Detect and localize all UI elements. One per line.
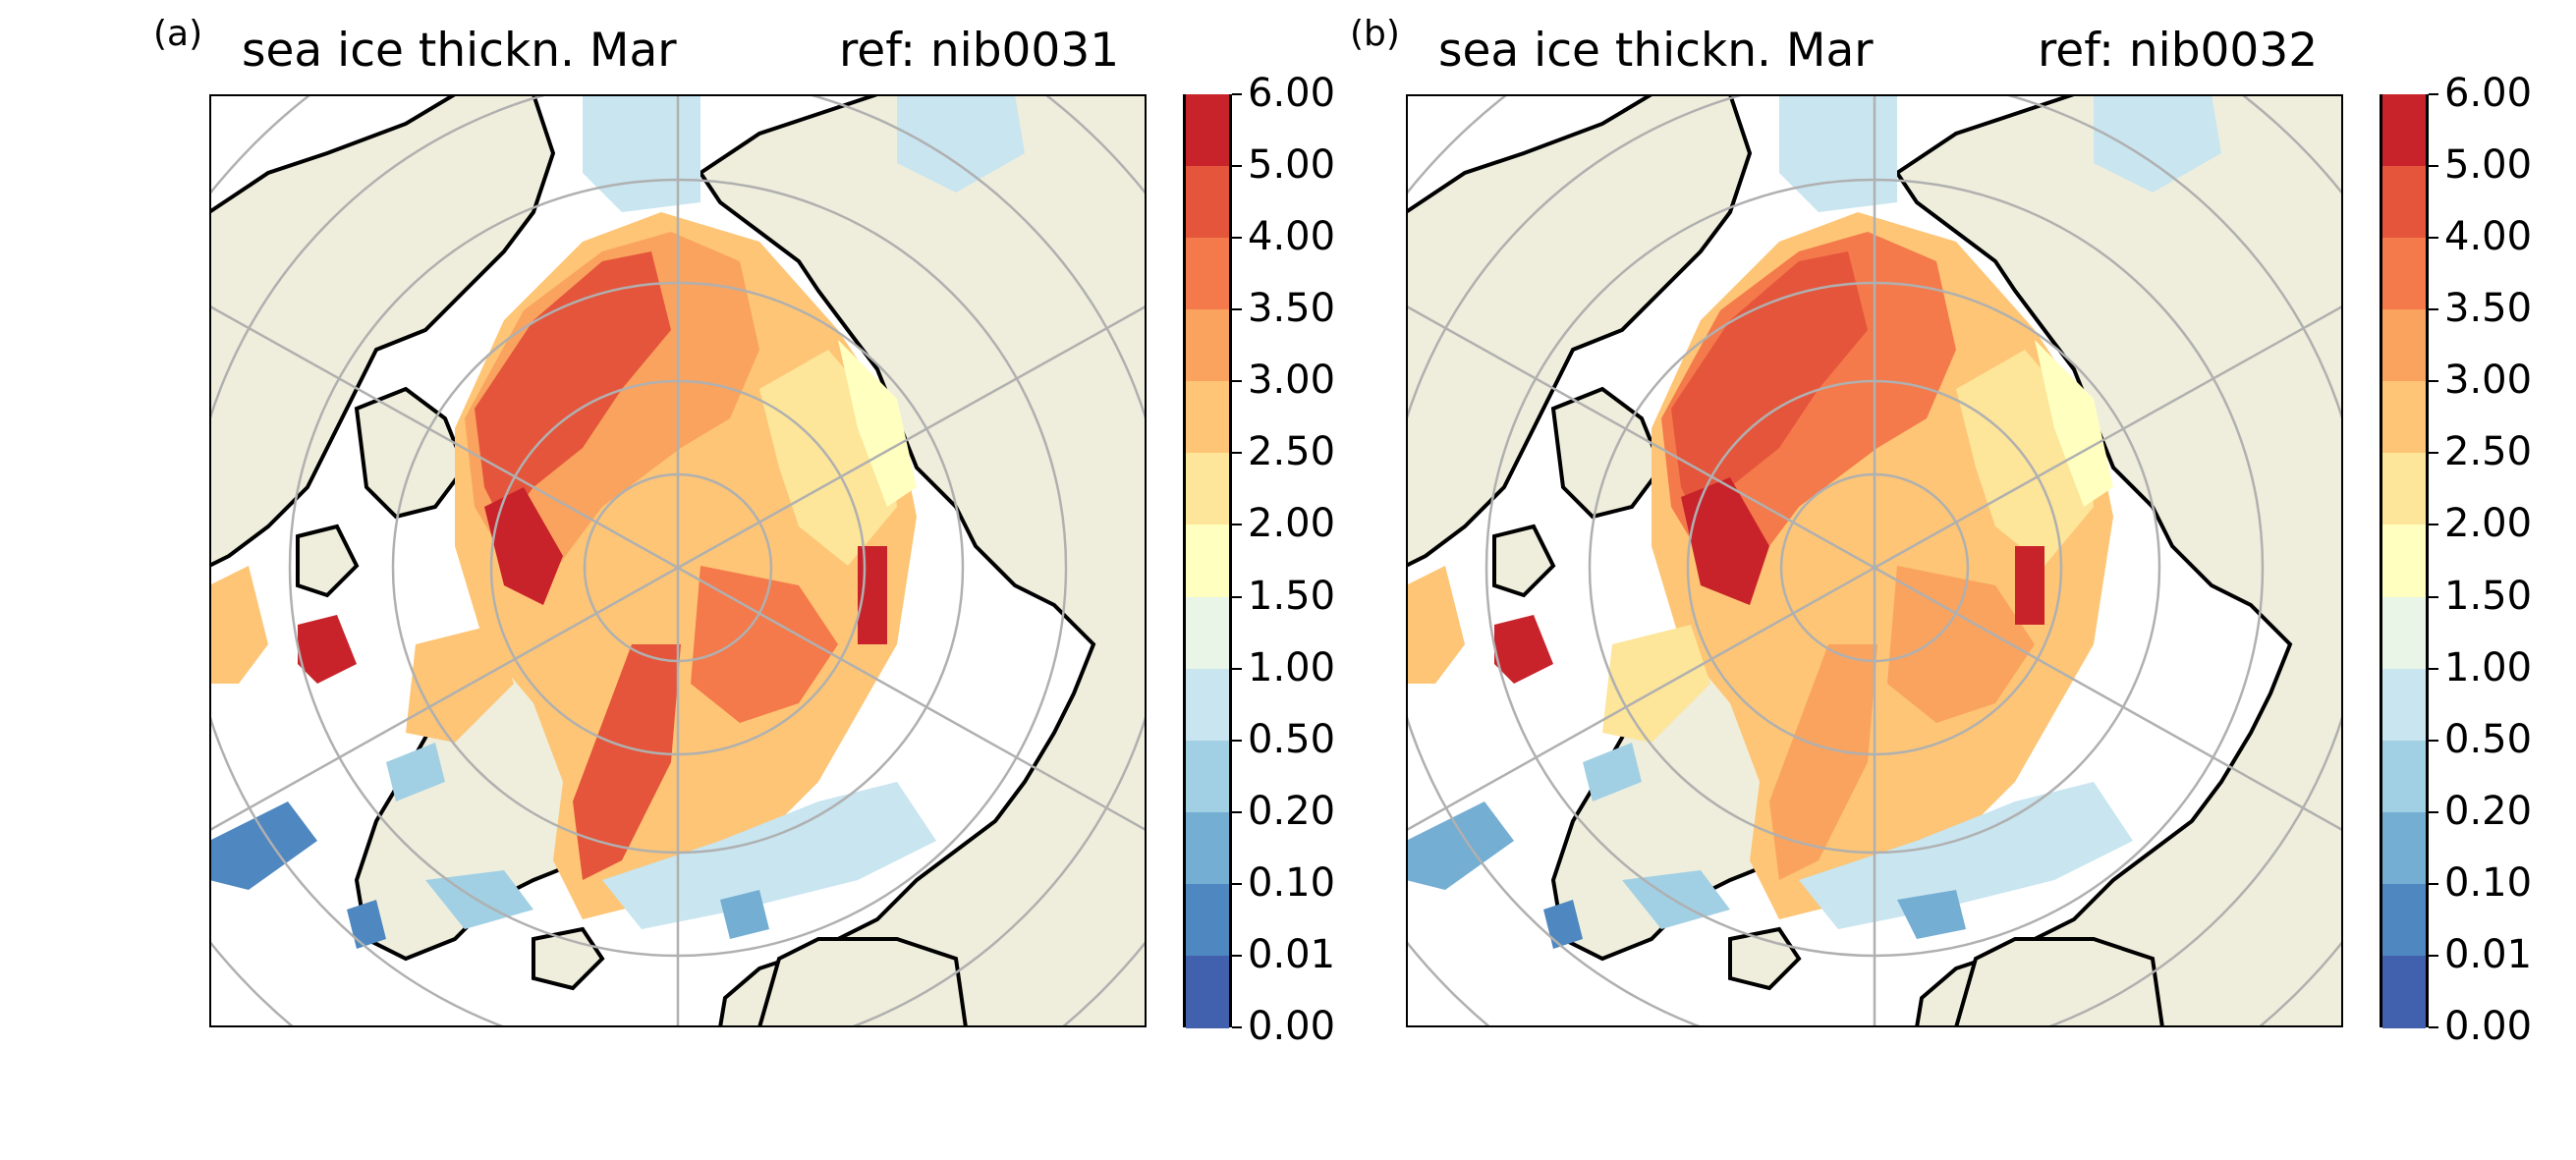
colorbar-tick xyxy=(2429,810,2438,813)
polar-map-svg xyxy=(1406,94,2343,1027)
colorbar-segment xyxy=(1186,740,1229,813)
colorbar-tick-label: 3.00 xyxy=(2444,358,2533,404)
colorbar-tick xyxy=(1232,595,1242,598)
colorbar-tick xyxy=(1232,954,1242,957)
colorbar-tick-label: 5.00 xyxy=(2444,142,2533,189)
colorbar-tick xyxy=(2429,165,2438,168)
colorbar-segment xyxy=(2382,166,2426,240)
colorbar-tick-label: 3.50 xyxy=(2444,286,2533,332)
colorbar-tick-label: 0.20 xyxy=(2444,788,2533,834)
colorbar-segment xyxy=(2382,525,2426,598)
panel-label: (a) xyxy=(153,14,203,54)
colorbar-tick-label: 0.00 xyxy=(2444,1004,2533,1049)
colorbar xyxy=(1183,94,1232,1028)
polar-map xyxy=(209,94,1147,1027)
colorbar-segment xyxy=(2382,94,2426,168)
colorbar-tick-label: 4.00 xyxy=(1248,214,1336,260)
colorbar-segment xyxy=(1186,596,1229,670)
colorbar-tick-label: 0.01 xyxy=(2444,931,2533,977)
colorbar-tick xyxy=(2429,237,2438,240)
colorbar-tick-label: 0.50 xyxy=(2444,716,2533,762)
colorbar-segment xyxy=(2382,309,2426,383)
colorbar-tick-label: 1.00 xyxy=(1248,644,1336,690)
colorbar-tick xyxy=(1232,237,1242,240)
colorbar-tick-label: 6.00 xyxy=(2444,71,2533,116)
colorbar-tick xyxy=(2429,380,2438,383)
colorbar-segment xyxy=(2382,381,2426,455)
panel-b: (b) sea ice thickn. Mar ref: nib0032 6.0… xyxy=(1187,0,2532,1160)
colorbar-tick xyxy=(1232,882,1242,885)
colorbar-tick-label: 2.00 xyxy=(1248,501,1336,547)
colorbar-tick-label: 0.00 xyxy=(1248,1004,1336,1049)
colorbar-segment xyxy=(1186,238,1229,311)
colorbar-tick xyxy=(1232,1026,1242,1028)
colorbar-tick xyxy=(2429,882,2438,885)
colorbar-segment xyxy=(2382,453,2426,526)
colorbar-tick-label: 4.00 xyxy=(2444,214,2533,260)
colorbar-segment xyxy=(1186,811,1229,885)
colorbar-tick-label: 0.10 xyxy=(2444,859,2533,906)
colorbar-segment xyxy=(2382,668,2426,742)
colorbar-tick xyxy=(2429,595,2438,598)
colorbar-tick xyxy=(2429,308,2438,311)
colorbar-segment xyxy=(2382,596,2426,670)
colorbar-segment xyxy=(1186,94,1229,168)
colorbar-segment xyxy=(1186,668,1229,742)
colorbar-segment xyxy=(2382,238,2426,311)
colorbar-segment xyxy=(1186,309,1229,383)
colorbar-segment xyxy=(1186,883,1229,957)
polar-map-svg xyxy=(209,94,1147,1027)
colorbar-tick-label: 2.50 xyxy=(1248,429,1336,475)
colorbar-tick-label: 3.00 xyxy=(1248,358,1336,404)
colorbar-tick xyxy=(2429,667,2438,670)
colorbar-tick-label: 1.00 xyxy=(2444,644,2533,690)
colorbar-tick-label: 2.00 xyxy=(2444,501,2533,547)
colorbar-tick xyxy=(1232,380,1242,383)
colorbar-tick-label: 3.50 xyxy=(1248,286,1336,332)
colorbar-tick xyxy=(1232,452,1242,455)
colorbar-tick-label: 0.10 xyxy=(1248,859,1336,906)
colorbar-tick xyxy=(1232,810,1242,813)
colorbar-tick-label: 5.00 xyxy=(1248,142,1336,189)
colorbar-tick-label: 1.50 xyxy=(2444,573,2533,619)
colorbar-tick xyxy=(2429,524,2438,526)
colorbar-tick xyxy=(2429,93,2438,95)
colorbar-tick xyxy=(1232,667,1242,670)
colorbar-segment xyxy=(2382,955,2426,1028)
colorbar-segment xyxy=(1186,525,1229,598)
colorbar-tick-label: 0.01 xyxy=(1248,931,1336,977)
colorbar xyxy=(2380,94,2429,1028)
colorbar-segment xyxy=(1186,166,1229,240)
colorbar-segment xyxy=(1186,381,1229,455)
colorbar-tick xyxy=(2429,739,2438,742)
colorbar-tick-label: 0.20 xyxy=(1248,788,1336,834)
colorbar-segment xyxy=(2382,883,2426,957)
colorbar-tick xyxy=(1232,165,1242,168)
panel-label: (b) xyxy=(1350,14,1400,54)
colorbar-tick xyxy=(1232,524,1242,526)
colorbar-segment xyxy=(1186,453,1229,526)
colorbar-tick-label: 0.50 xyxy=(1248,716,1336,762)
colorbar-tick xyxy=(1232,739,1242,742)
polar-map xyxy=(1406,94,2343,1027)
colorbar-segment xyxy=(2382,811,2426,885)
colorbar-tick xyxy=(2429,954,2438,957)
colorbar-tick xyxy=(1232,308,1242,311)
map-reference: ref: nib0032 xyxy=(2038,24,2319,78)
colorbar-tick-label: 2.50 xyxy=(2444,429,2533,475)
map-reference: ref: nib0031 xyxy=(839,24,1120,78)
colorbar-segment xyxy=(2382,740,2426,813)
map-title: sea ice thickn. Mar xyxy=(1438,24,1874,78)
colorbar-tick xyxy=(1232,93,1242,95)
colorbar-tick xyxy=(2429,1026,2438,1028)
colorbar-tick-label: 6.00 xyxy=(1248,71,1336,116)
colorbar-tick-label: 1.50 xyxy=(1248,573,1336,619)
colorbar-segment xyxy=(1186,955,1229,1028)
panel-a: (a) sea ice thickn. Mar ref: nib0031 6.0… xyxy=(0,0,1335,1160)
colorbar-tick xyxy=(2429,452,2438,455)
map-title: sea ice thickn. Mar xyxy=(242,24,677,78)
